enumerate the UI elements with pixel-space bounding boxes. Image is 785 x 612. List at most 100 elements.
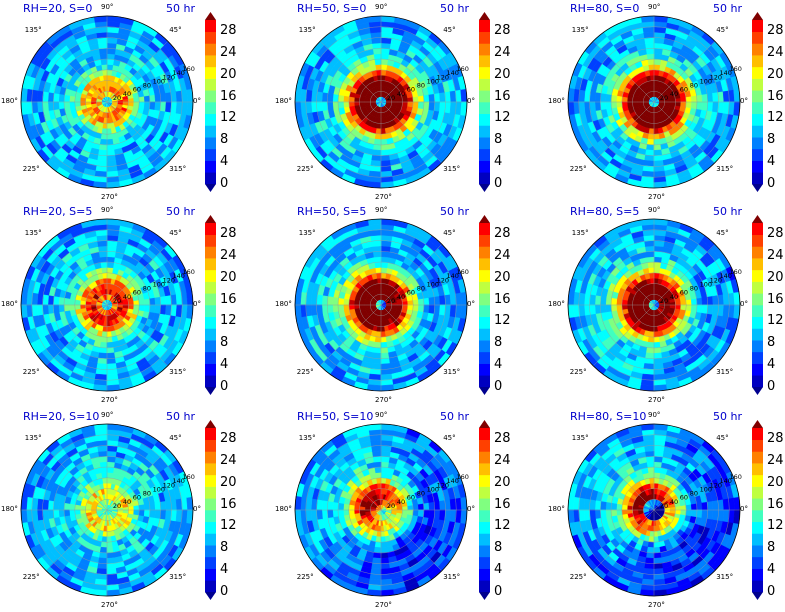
- heatmap-cell: [690, 101, 698, 110]
- radial-label: 100: [427, 77, 439, 85]
- colorbar-segment: [479, 31, 490, 44]
- heatmap-cell: [600, 304, 607, 314]
- colorbar-segment: [205, 521, 216, 534]
- grid-spoke: [320, 244, 382, 306]
- heatmap-cell: [149, 304, 156, 313]
- radial-label: 20: [113, 297, 121, 305]
- colorbar-tick-label: 0: [220, 584, 229, 599]
- heatmap-cell: [128, 101, 135, 107]
- colorbar-segment: [752, 351, 763, 364]
- colorbar-tick-label: 24: [494, 247, 511, 263]
- grid-spoke: [653, 101, 715, 163]
- heatmap-cell: [380, 363, 392, 370]
- heatmap-cell: [616, 298, 623, 306]
- colorbar-tick-label: 20: [494, 66, 511, 82]
- colorbar-segment: [205, 328, 216, 341]
- heatmap-cell: [42, 509, 49, 521]
- radial-label: 120: [163, 481, 175, 489]
- heatmap-cell: [650, 320, 655, 327]
- heatmap-cell: [396, 304, 403, 309]
- colorbar-extend-max: [205, 215, 216, 223]
- heatmap-cell: [359, 98, 366, 103]
- heatmap-cell: [644, 245, 655, 253]
- angle-label: 270°: [375, 193, 392, 201]
- colorbar-tick-label: 8: [494, 132, 503, 148]
- heatmap-cell: [321, 101, 329, 112]
- heatmap-cell: [643, 363, 655, 370]
- angle-label: 180°: [548, 300, 565, 308]
- heatmap-cell: [106, 363, 118, 370]
- radial-label: 60: [407, 289, 415, 297]
- heatmap-cell: [159, 500, 167, 511]
- colorbar-extend-max: [752, 215, 763, 223]
- heatmap-cell: [103, 117, 108, 124]
- heatmap-cell: [106, 74, 112, 81]
- heatmap-cell: [647, 336, 655, 343]
- colorbar-segment: [205, 580, 216, 593]
- colorbar-extend-min: [205, 592, 216, 600]
- radial-label: 120: [710, 276, 722, 284]
- heatmap-cell: [396, 101, 403, 106]
- heatmap-cell: [122, 304, 129, 309]
- radial-label: 40: [397, 293, 405, 301]
- angle-label: 270°: [375, 396, 392, 404]
- heatmap-cell: [626, 300, 633, 306]
- heatmap-cell: [370, 37, 382, 44]
- colorbar-tick-label: 8: [494, 335, 503, 351]
- heatmap-cell: [696, 101, 703, 110]
- radial-label: 160: [182, 65, 194, 73]
- heatmap-cell: [106, 53, 115, 60]
- heatmap-cell: [375, 128, 382, 135]
- heatmap-cell: [63, 502, 71, 511]
- radial-label: 80: [143, 82, 151, 90]
- heatmap-cell: [371, 245, 382, 253]
- colorbar: [479, 215, 490, 395]
- colorbar-extend-min: [205, 387, 216, 395]
- colorbar-extend-max: [205, 420, 216, 428]
- angle-label: 0°: [193, 505, 201, 513]
- heatmap-cell: [706, 295, 714, 306]
- radial-label: 80: [143, 285, 151, 293]
- angle-label: 270°: [648, 396, 665, 404]
- angle-label: 135°: [24, 228, 42, 237]
- heatmap-cell: [594, 101, 602, 112]
- angle-label: 90°: [375, 3, 388, 11]
- panel-title: RH=20, S=0: [23, 2, 93, 15]
- heatmap-cell: [649, 123, 655, 130]
- colorbar-segment: [205, 55, 216, 68]
- heatmap-cell: [106, 154, 117, 162]
- heatmap-cell: [712, 101, 719, 113]
- heatmap-cell: [332, 94, 339, 103]
- heatmap-cell: [380, 154, 391, 162]
- heatmap-cell: [42, 294, 49, 306]
- panel-time: 50 hr: [440, 2, 469, 15]
- heatmap-cell: [645, 48, 655, 55]
- heatmap-cell: [653, 42, 664, 50]
- heatmap-cell: [122, 509, 129, 514]
- angle-label: 90°: [375, 206, 388, 214]
- heatmap-cell: [380, 283, 385, 290]
- heatmap-cell: [100, 541, 108, 548]
- heatmap-cell: [100, 133, 108, 140]
- angle-label: 45°: [443, 25, 456, 34]
- colorbar-tick-label: 12: [494, 313, 511, 329]
- heatmap-cell: [653, 64, 661, 71]
- angle-label: 180°: [275, 300, 292, 308]
- colorbar-segment: [752, 90, 763, 103]
- angle-label: 270°: [648, 193, 665, 201]
- colorbar-segment: [752, 293, 763, 306]
- colorbar-segment: [752, 269, 763, 282]
- heatmap-cell: [327, 304, 334, 314]
- angle-label: 315°: [716, 368, 734, 377]
- angle-label: 0°: [740, 300, 748, 308]
- heatmap-cell: [423, 101, 430, 110]
- angle-label: 45°: [716, 25, 729, 34]
- colorbar-tick-label: 8: [220, 540, 229, 556]
- colorbar-segment: [479, 305, 490, 318]
- heatmap-cell: [428, 93, 435, 103]
- radial-label: 60: [680, 86, 688, 94]
- heatmap-cell: [589, 91, 596, 103]
- heatmap-cell: [644, 42, 655, 50]
